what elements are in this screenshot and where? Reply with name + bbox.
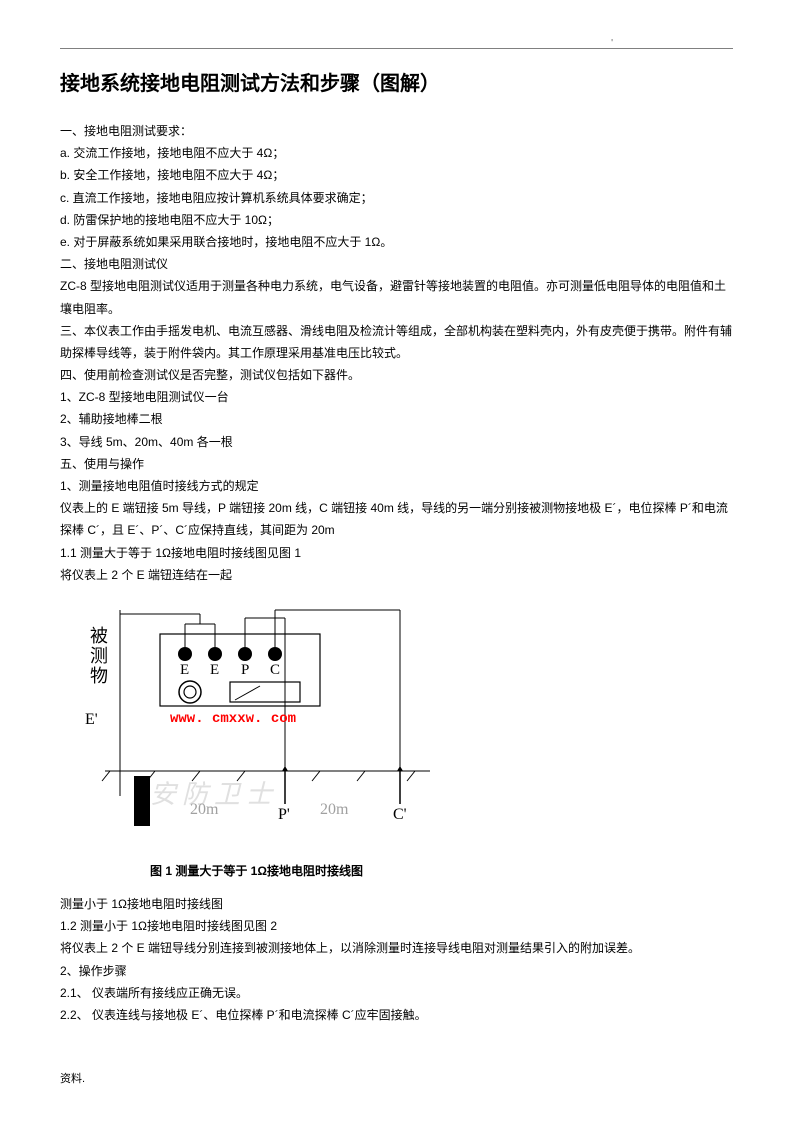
line: 一、接地电阻测试要求：	[60, 120, 733, 142]
body-block-2: 测量小于 1Ω接地电阻时接线图 1.2 测量小于 1Ω接地电阻时接线图见图 2 …	[60, 893, 733, 1026]
line: 仪表上的 E 端钮接 5m 导线，P 端钮接 20m 线，C 端钮接 40m 线…	[60, 497, 733, 541]
line: b. 安全工作接地，接地电阻不应大于 4Ω；	[60, 164, 733, 186]
terminal-label: E	[210, 662, 219, 678]
distance-label-2: 20m	[320, 801, 348, 819]
top-rule	[60, 48, 733, 49]
probe-p-label: P'	[278, 806, 290, 824]
terminal-label: P	[241, 662, 249, 678]
line: 1、测量接地电阻值时接线方式的规定	[60, 475, 733, 497]
watermark-domain: www. cmxxw. com	[170, 711, 296, 727]
footer-text: 资料.	[60, 1070, 85, 1086]
line: d. 防雷保护地的接地电阻不应大于 10Ω；	[60, 209, 733, 231]
line: 三、本仪表工作由手摇发电机、电流互感器、滑线电阻及检流计等组成，全部机构装在塑料…	[60, 320, 733, 364]
figure-caption: 图 1 测量大于等于 1Ω接地电阻时接线图	[150, 862, 733, 879]
terminal-label: E	[180, 662, 189, 678]
line: 2.2、 仪表连线与接地极 E´、电位探棒 P´和电流探棒 C´应牢固接触。	[60, 1004, 733, 1026]
probe-c-label: C'	[393, 806, 407, 824]
line: 四、使用前检查测试仪是否完整，测试仪包括如下器件。	[60, 364, 733, 386]
distance-label-1: 20m	[190, 801, 218, 819]
line: 2、辅助接地棒二根	[60, 408, 733, 430]
line: c. 直流工作接地，接地电阻应按计算机系统具体要求确定；	[60, 187, 733, 209]
line: 将仪表上 2 个 E 端钮连结在一起	[60, 564, 733, 586]
measured-object-symbol: E'	[85, 711, 98, 729]
page-title: 接地系统接地电阻测试方法和步骤（图解）	[60, 67, 733, 96]
line: 2、操作步骤	[60, 960, 733, 982]
header-mark: '	[611, 38, 613, 49]
line: 五、使用与操作	[60, 453, 733, 475]
line: 测量小于 1Ω接地电阻时接线图	[60, 893, 733, 915]
line: 1.2 测量小于 1Ω接地电阻时接线图见图 2	[60, 915, 733, 937]
line: 1、ZC-8 型接地电阻测试仪一台	[60, 386, 733, 408]
line: 1.1 测量大于等于 1Ω接地电阻时接线图见图 1	[60, 542, 733, 564]
body-block-1: 一、接地电阻测试要求： a. 交流工作接地，接地电阻不应大于 4Ω； b. 安全…	[60, 120, 733, 586]
line: 二、接地电阻测试仪	[60, 253, 733, 275]
line: ZC-8 型接地电阻测试仪适用于测量各种电力系统，电气设备，避雷针等接地装置的电…	[60, 275, 733, 319]
line: a. 交流工作接地，接地电阻不应大于 4Ω；	[60, 142, 733, 164]
figure-1: E E P C	[60, 596, 460, 856]
line: 3、导线 5m、20m、40m 各一根	[60, 431, 733, 453]
terminal-label: C	[270, 662, 280, 678]
line: e. 对于屏蔽系统如果采用联合接地时，接地电阻不应大于 1Ω。	[60, 231, 733, 253]
line: 2.1、 仪表端所有接线应正确无误。	[60, 982, 733, 1004]
line: 将仪表上 2 个 E 端钮导线分别连接到被测接地体上，以消除测量时连接导线电阻对…	[60, 937, 733, 959]
measured-object-label: 被测物	[85, 626, 111, 686]
